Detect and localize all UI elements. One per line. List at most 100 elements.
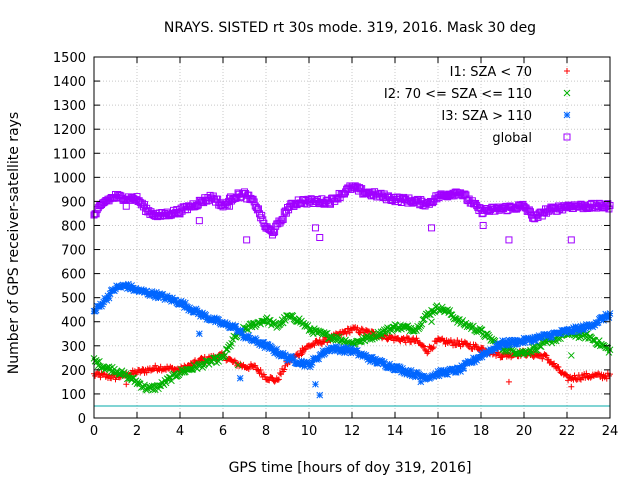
data-point	[333, 343, 341, 351]
data-point	[371, 358, 378, 366]
data-point	[572, 323, 579, 330]
legend-label: I3: SZA > 110	[441, 109, 532, 124]
data-point	[354, 324, 361, 331]
data-point	[209, 354, 217, 362]
data-point	[514, 340, 521, 348]
x-tick-label: 0	[90, 424, 98, 439]
data-point	[543, 331, 550, 338]
y-tick-label: 1300	[53, 99, 86, 114]
data-point	[149, 290, 157, 298]
data-point	[419, 342, 426, 349]
data-point	[281, 351, 289, 359]
data-point	[286, 356, 294, 364]
data-point	[413, 335, 420, 342]
data-point	[258, 342, 266, 350]
data-point	[182, 299, 189, 307]
data-point	[449, 365, 457, 373]
data-point	[446, 307, 454, 314]
data-point	[583, 370, 590, 377]
data-point	[472, 199, 480, 207]
data-point	[306, 363, 314, 371]
data-point-outlier	[567, 236, 575, 244]
data-point	[426, 311, 433, 318]
data-point	[331, 347, 339, 355]
data-point	[190, 309, 198, 316]
data-point	[281, 366, 288, 373]
x-tick-label: 22	[559, 424, 576, 439]
data-point	[499, 337, 506, 344]
data-point	[457, 368, 464, 375]
data-point	[388, 362, 396, 370]
data-point	[605, 205, 613, 213]
data-point	[358, 350, 366, 358]
x-tick-label: 20	[516, 424, 533, 439]
data-point	[532, 337, 540, 345]
data-point-outlier	[225, 202, 233, 210]
data-layer	[90, 182, 614, 399]
data-point	[369, 328, 376, 335]
data-point	[343, 330, 350, 337]
data-point	[315, 355, 323, 363]
data-point	[125, 280, 132, 288]
data-point	[308, 359, 316, 367]
data-point	[172, 372, 180, 380]
data-point	[422, 346, 429, 353]
data-point	[570, 324, 577, 331]
data-point	[425, 348, 432, 355]
data-point	[526, 348, 533, 356]
data-point	[151, 294, 159, 301]
data-point	[484, 350, 491, 358]
legend-marker	[563, 111, 571, 119]
y-tick-label: 100	[61, 388, 86, 403]
data-point	[139, 366, 146, 373]
data-point	[470, 354, 477, 362]
data-point	[323, 347, 331, 354]
data-point	[358, 325, 365, 332]
data-point	[221, 351, 229, 359]
data-point	[336, 348, 344, 356]
data-point	[100, 370, 107, 377]
data-point	[605, 314, 613, 321]
data-point	[509, 337, 517, 345]
data-point	[454, 337, 461, 344]
data-point	[330, 344, 338, 352]
data-point	[600, 317, 607, 324]
data-point	[179, 298, 187, 306]
data-point	[143, 287, 151, 295]
data-point	[290, 356, 298, 364]
data-point	[451, 338, 458, 345]
data-point	[354, 347, 361, 354]
y-tick-label: 700	[61, 244, 86, 259]
data-point-outlier	[195, 330, 203, 338]
data-point	[577, 333, 585, 341]
data-point	[276, 370, 283, 377]
data-point-outlier	[417, 200, 425, 208]
y-tick-label: 400	[61, 316, 86, 331]
data-point	[604, 200, 612, 208]
grid	[93, 56, 611, 419]
data-point	[259, 317, 267, 325]
legend-marker	[563, 133, 571, 141]
data-point	[421, 343, 428, 350]
data-point	[301, 363, 309, 370]
data-point	[237, 327, 245, 335]
data-point-outlier	[428, 224, 436, 232]
x-tick-label: 12	[344, 424, 361, 439]
y-tick-label: 1100	[53, 147, 86, 162]
data-point	[275, 352, 283, 359]
data-point	[447, 337, 454, 344]
data-point	[257, 367, 264, 374]
data-point	[269, 345, 276, 352]
data-point	[562, 371, 569, 378]
x-tick-label: 14	[387, 424, 404, 439]
data-point	[537, 351, 544, 358]
data-point-outlier	[234, 361, 242, 369]
data-point	[404, 367, 412, 375]
data-point	[557, 330, 564, 338]
data-point	[185, 306, 192, 314]
data-point	[477, 326, 485, 334]
y-tick-label: 800	[61, 219, 86, 234]
data-point	[406, 371, 414, 379]
y-tick-label: 300	[61, 340, 86, 355]
